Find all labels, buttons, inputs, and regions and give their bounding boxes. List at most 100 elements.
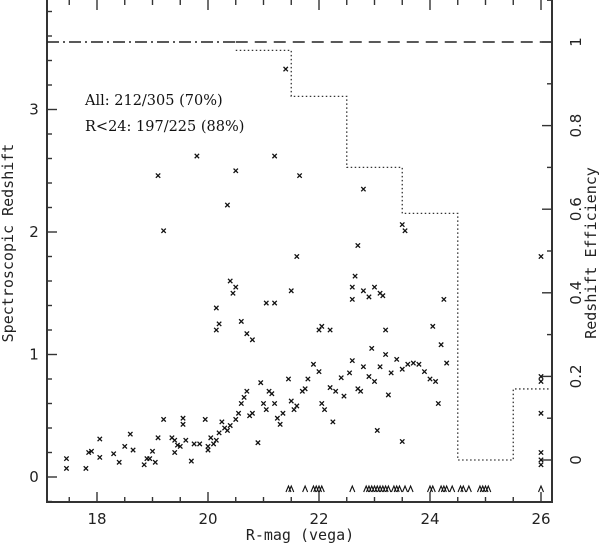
data-point <box>294 403 300 409</box>
data-point <box>435 400 441 407</box>
data-point <box>274 415 281 421</box>
data-point <box>338 375 344 381</box>
data-point <box>296 172 303 179</box>
data-point <box>382 351 389 358</box>
data-point <box>277 421 283 427</box>
data-point <box>430 323 436 329</box>
data-point <box>385 392 392 398</box>
data-point <box>330 419 336 425</box>
y2-tick-label: 0.2 <box>567 364 585 388</box>
y-tick-label: 2 <box>29 223 39 241</box>
data-point <box>110 451 117 457</box>
scatter-points <box>63 66 544 472</box>
data-point <box>194 153 200 159</box>
annotation-all: All: 212/305 (70%) <box>84 93 223 109</box>
data-point <box>160 416 167 423</box>
data-point <box>285 376 292 382</box>
data-point <box>377 364 383 370</box>
y-tick-label: 1 <box>29 346 39 364</box>
x-tick-label: 20 <box>198 510 217 528</box>
failure-arrow <box>429 484 436 493</box>
data-point <box>177 443 183 450</box>
data-point <box>341 393 347 399</box>
data-point <box>382 327 389 333</box>
data-point <box>230 290 236 296</box>
data-point <box>180 415 186 421</box>
data-point <box>380 293 386 299</box>
data-point <box>443 360 450 366</box>
data-point <box>327 327 333 333</box>
data-point <box>402 228 408 234</box>
data-point <box>394 356 400 363</box>
x-tick-label: 22 <box>309 510 328 528</box>
data-point <box>213 327 219 333</box>
data-point <box>183 437 189 443</box>
data-point <box>174 442 181 448</box>
failure-arrow <box>385 484 392 493</box>
data-point <box>305 376 311 382</box>
data-point <box>141 462 147 468</box>
data-point <box>360 186 367 192</box>
data-point <box>352 273 358 279</box>
data-point <box>160 228 167 234</box>
data-point <box>224 202 231 208</box>
data-point <box>227 278 233 284</box>
data-point <box>349 296 355 303</box>
data-point <box>288 288 294 294</box>
data-point <box>152 459 158 465</box>
data-point <box>388 370 394 376</box>
data-point <box>227 422 233 429</box>
data-point <box>346 370 353 376</box>
data-point <box>258 380 264 386</box>
data-point <box>310 361 317 367</box>
axis-lines <box>46 0 553 503</box>
data-point <box>369 345 375 352</box>
data-point <box>172 449 178 456</box>
data-point <box>155 172 161 179</box>
data-point <box>538 378 544 385</box>
data-point <box>241 394 247 401</box>
data-point <box>83 465 89 472</box>
data-point <box>244 331 250 337</box>
y2-tick-label: 0.6 <box>567 197 585 221</box>
data-point <box>355 242 361 249</box>
data-point <box>316 368 322 375</box>
data-point <box>288 398 294 404</box>
data-point <box>271 153 278 159</box>
data-point <box>427 376 433 382</box>
data-point <box>88 448 95 454</box>
data-point <box>208 435 214 441</box>
failure-arrow <box>485 484 492 493</box>
data-point <box>233 416 239 423</box>
data-point <box>432 378 439 385</box>
data-point <box>263 300 269 306</box>
data-point <box>147 455 153 462</box>
y-axis-label: Spectroscopic Redshift <box>0 144 17 343</box>
data-point <box>399 438 405 445</box>
failure-arrow <box>407 484 414 493</box>
data-point <box>538 410 544 416</box>
failure-arrow <box>460 484 467 493</box>
data-point <box>280 410 286 416</box>
data-point <box>269 391 275 397</box>
data-point <box>86 449 92 456</box>
failure-arrow <box>302 484 309 493</box>
data-point <box>366 294 372 300</box>
data-point <box>360 364 367 370</box>
data-point <box>410 360 417 366</box>
efficiency-step-line <box>235 49 552 461</box>
data-point <box>319 323 325 329</box>
y2-axis-label: Redshift Efficiency <box>582 167 600 339</box>
data-point <box>327 384 333 391</box>
data-point <box>371 378 378 385</box>
data-point <box>302 386 308 392</box>
data-point <box>63 465 70 472</box>
failure-arrows <box>285 484 545 493</box>
data-point <box>538 373 544 380</box>
data-point <box>357 388 364 394</box>
data-point <box>202 416 208 423</box>
data-point <box>283 66 289 72</box>
data-point <box>155 435 161 441</box>
data-point <box>255 440 261 446</box>
